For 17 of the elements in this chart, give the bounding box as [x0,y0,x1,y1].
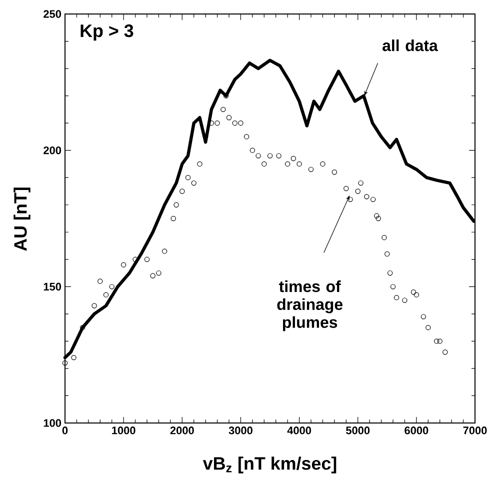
x-tick-label: 7000 [463,426,487,434]
x-tick-label: 0 [62,426,68,434]
x-tick-label: 5000 [346,426,370,434]
annotation: Kp > 3 [80,24,134,41]
y-axis-title: AU [nT] [14,188,30,251]
x-tick-label: 1000 [112,426,136,434]
y-tick-label: 200 [44,146,62,154]
y-tick-label: 150 [44,282,62,291]
legend-label: all data [382,40,438,52]
x-tick-label: 6000 [404,426,428,434]
y-tick-label: 250 [44,10,62,18]
text: times of drainage plumes [277,280,342,332]
x-axis-title: vB$_{z}$ [nT km/sec] [202,456,336,474]
x-tick-label: 4000 [287,426,312,434]
x-tick-label: 2000 [170,426,194,434]
y-tick-label: 100 [44,419,62,427]
x-tick-label: 3000 [228,426,252,434]
